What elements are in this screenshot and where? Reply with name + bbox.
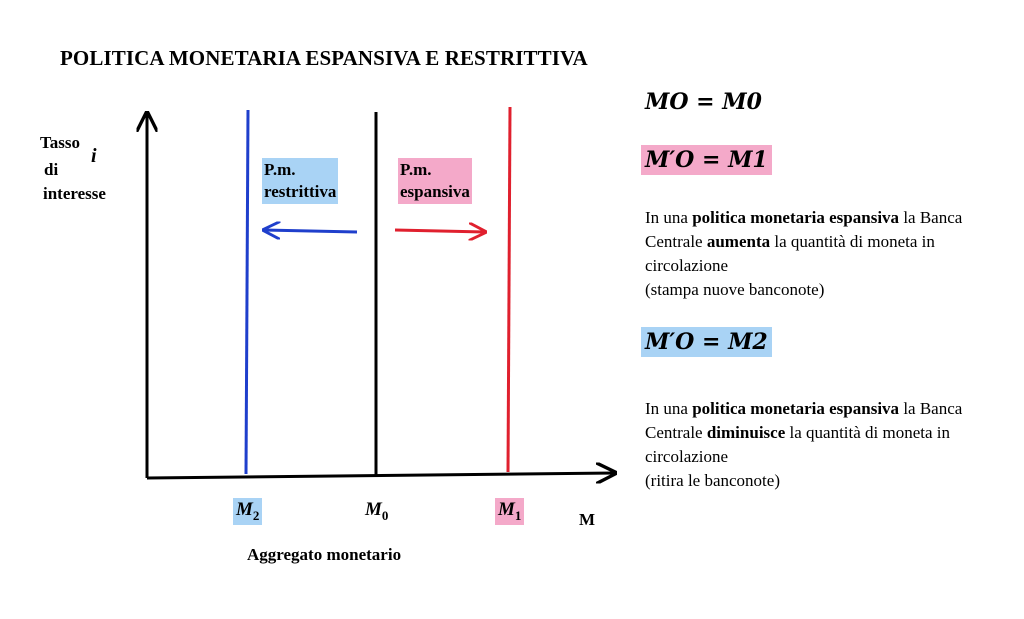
- restrictive-label-line1: P.m.: [264, 160, 296, 179]
- x-axis-label: Aggregato monetario: [247, 545, 402, 564]
- tick-m2: M2: [233, 498, 263, 525]
- expansive-shift-arrow: [394, 230, 485, 232]
- tick-m0: M0: [365, 499, 389, 523]
- m1-supply-line: [506, 106, 512, 473]
- y-axis-label-line2: di: [44, 160, 59, 179]
- equation-m0: MO = M0: [645, 89, 762, 115]
- equation-m2: M′O = M2: [641, 327, 772, 357]
- x-axis-unit: M: [579, 510, 596, 529]
- expansive-description: In una politica monetaria espansiva la B…: [645, 208, 963, 299]
- y-axis-label-line3: interesse: [43, 184, 106, 203]
- equation-m1: M′O = M1: [641, 145, 772, 175]
- expansive-label-line2: espansiva: [400, 182, 470, 201]
- m2-supply-line: [244, 109, 250, 475]
- restrictive-label: P.m. restrittiva: [262, 158, 339, 204]
- y-axis-symbol: i: [91, 145, 97, 167]
- restrictive-label-line2: restrittiva: [264, 182, 337, 201]
- tick-m1: M1: [495, 498, 525, 525]
- restrictive-shift-arrow: [264, 230, 358, 232]
- expansive-label-line1: P.m.: [400, 160, 432, 179]
- restrictive-description: In una politica monetaria espansiva la B…: [645, 399, 963, 490]
- y-axis-label-line1: Tasso: [40, 133, 81, 152]
- expansive-label: P.m. espansiva: [398, 158, 472, 204]
- x-axis: [146, 473, 615, 478]
- page-title: POLITICA MONETARIA ESPANSIVA E RESTRITTI…: [60, 46, 588, 70]
